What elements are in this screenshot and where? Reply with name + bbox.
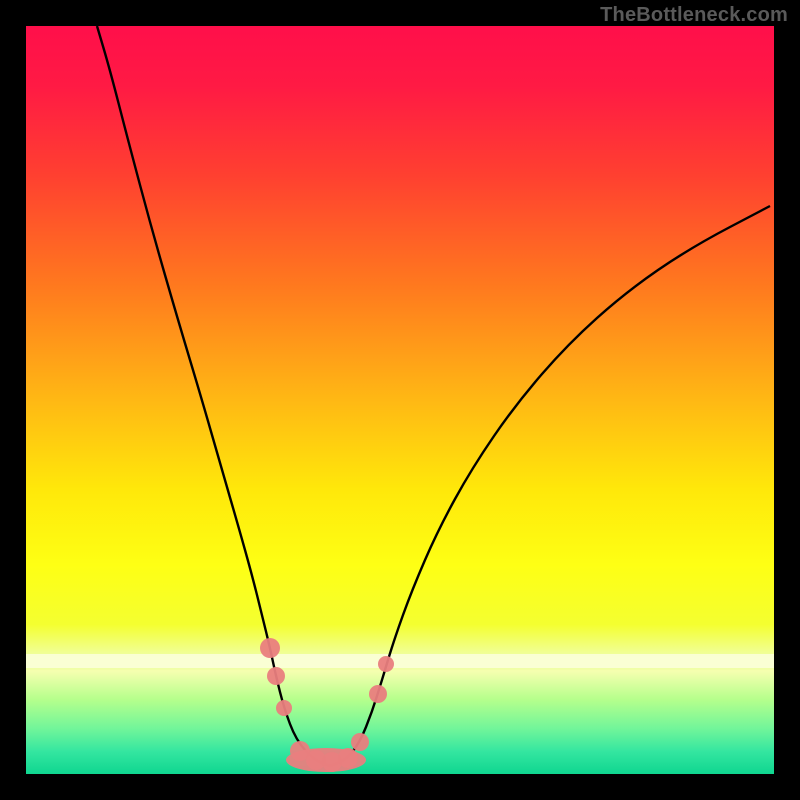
- highlight-band: [26, 654, 774, 668]
- marker-dot: [260, 638, 280, 658]
- marker-dot: [338, 748, 358, 768]
- marker-dot: [378, 656, 394, 672]
- marker-dot: [351, 733, 369, 751]
- watermark-text: TheBottleneck.com: [600, 4, 788, 27]
- bottleneck-chart: [0, 0, 800, 800]
- marker-dot: [369, 685, 387, 703]
- marker-dot: [267, 667, 285, 685]
- marker-dot: [276, 700, 292, 716]
